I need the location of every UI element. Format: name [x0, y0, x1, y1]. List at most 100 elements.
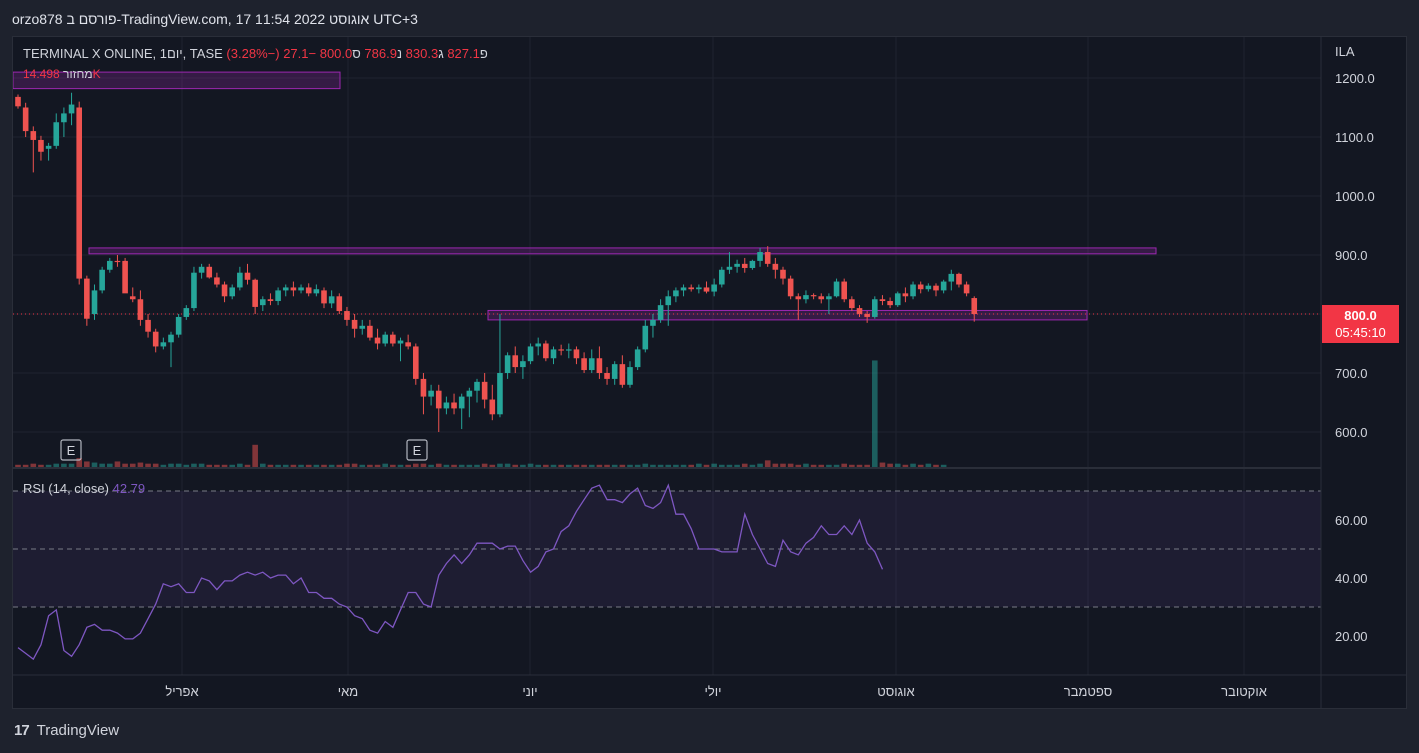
volume-bar — [435, 463, 442, 467]
volume-value: 14.498K — [23, 67, 101, 81]
zone-rectangle — [487, 309, 1088, 321]
symbol-legend[interactable]: TERMINAL X ONLINE, 1יום, TASE פ827.1 ג83… — [23, 46, 488, 61]
price-axis-label: 700.0 — [1335, 366, 1368, 381]
volume-bar — [321, 464, 327, 467]
volume-bar — [673, 464, 679, 467]
volume-legend[interactable]: מחזור 14.498K — [23, 67, 101, 81]
volume-bar — [183, 464, 190, 467]
volume-bar — [810, 464, 817, 467]
volume-bar — [887, 463, 893, 467]
open-label: פ — [479, 46, 488, 61]
volume-bar — [15, 464, 21, 467]
last-price-badge: 800.0 05:45:10 — [1322, 305, 1399, 343]
volume-bar — [741, 463, 748, 467]
volume-bar — [328, 464, 335, 467]
volume-bar — [803, 463, 809, 467]
candle-body — [481, 381, 488, 400]
volume-bar — [497, 463, 503, 467]
volume-bar — [428, 464, 434, 467]
volume-bar — [841, 463, 847, 467]
volume-bar — [451, 464, 457, 467]
candle-body — [619, 364, 626, 385]
candle-body — [367, 325, 373, 338]
volume-bar — [588, 464, 595, 467]
grid-lines — [13, 37, 1321, 675]
candle-body — [405, 342, 411, 347]
candle-body — [61, 113, 67, 123]
candle-body — [803, 295, 809, 300]
candle-body — [237, 272, 243, 288]
candle-body — [734, 263, 740, 267]
volume-bar — [68, 463, 75, 467]
tradingview-footer[interactable]: 17 TradingView — [14, 722, 119, 742]
volume-bar — [53, 463, 60, 467]
volume-bar — [145, 463, 151, 467]
candle-body — [198, 266, 205, 273]
time-axis-label: מאי — [338, 684, 358, 699]
candle-body — [244, 272, 251, 280]
candle-body — [688, 287, 694, 290]
volume-bar — [535, 464, 541, 467]
time-axis: אפריל מאי יוני יולי אוגוסט ספטמבר אוקטובר — [165, 684, 1267, 699]
candle-body — [657, 305, 664, 320]
volume-bar — [191, 463, 197, 467]
rsi-band — [13, 490, 1321, 608]
volume-bar — [313, 464, 320, 467]
volume-bar — [703, 464, 710, 467]
candle-body — [443, 402, 450, 409]
candle-body — [971, 298, 978, 314]
volume-bar — [175, 463, 182, 467]
volume-bar — [619, 464, 626, 467]
candle-body — [642, 325, 649, 350]
volume-bar — [596, 464, 603, 467]
candle-body — [321, 290, 327, 304]
volume-bar — [30, 463, 37, 467]
volume-bar — [826, 464, 832, 467]
candle-body — [390, 334, 396, 344]
candle-body — [849, 299, 855, 309]
volume-bar — [114, 461, 121, 467]
candle-body — [191, 272, 197, 309]
candle-body — [550, 349, 557, 359]
zone-rectangle — [13, 71, 341, 90]
volume-bar — [764, 460, 771, 467]
volume-bar — [650, 464, 656, 467]
symbol-name[interactable]: TERMINAL X ONLINE, 1יום, TASE — [23, 46, 223, 61]
low-label: נ — [396, 46, 403, 61]
candle-body — [466, 390, 473, 397]
price-axis-label: 1200.0 — [1335, 71, 1375, 86]
volume-bar — [627, 464, 633, 467]
time-axis-label: יוני — [522, 684, 537, 699]
time-axis-label: אוגוסט — [877, 684, 914, 699]
candle-body — [91, 290, 98, 314]
candle-body — [229, 287, 235, 297]
candle-body — [558, 349, 564, 351]
volume-bar — [680, 464, 687, 467]
candle-body — [282, 287, 289, 291]
volume-bar — [367, 464, 373, 467]
candle-body — [474, 381, 480, 391]
publish-title: orzo878 פורסם ב-TradingView.com, 17 אוגו… — [12, 11, 418, 27]
close-value: 800.0 — [319, 46, 353, 61]
candle-body — [772, 263, 779, 270]
candle-body — [328, 296, 335, 304]
candle-body — [680, 287, 687, 291]
candle-body — [497, 373, 503, 415]
candle-body — [780, 269, 786, 279]
candle-body — [336, 296, 343, 312]
rsi-legend[interactable]: RSI (14, close) 42.79 — [23, 481, 145, 496]
volume-bar — [413, 463, 419, 467]
volume-bar — [405, 464, 411, 467]
candle-body — [305, 287, 312, 294]
candle-body — [879, 299, 886, 302]
candle-body — [298, 287, 304, 291]
volume-bar — [696, 463, 702, 467]
candle-body — [818, 296, 825, 300]
volume-bar — [336, 464, 343, 467]
volume-bar — [397, 464, 404, 467]
candle-body — [757, 252, 763, 261]
candle-body — [581, 358, 587, 371]
candle-body — [925, 285, 932, 290]
